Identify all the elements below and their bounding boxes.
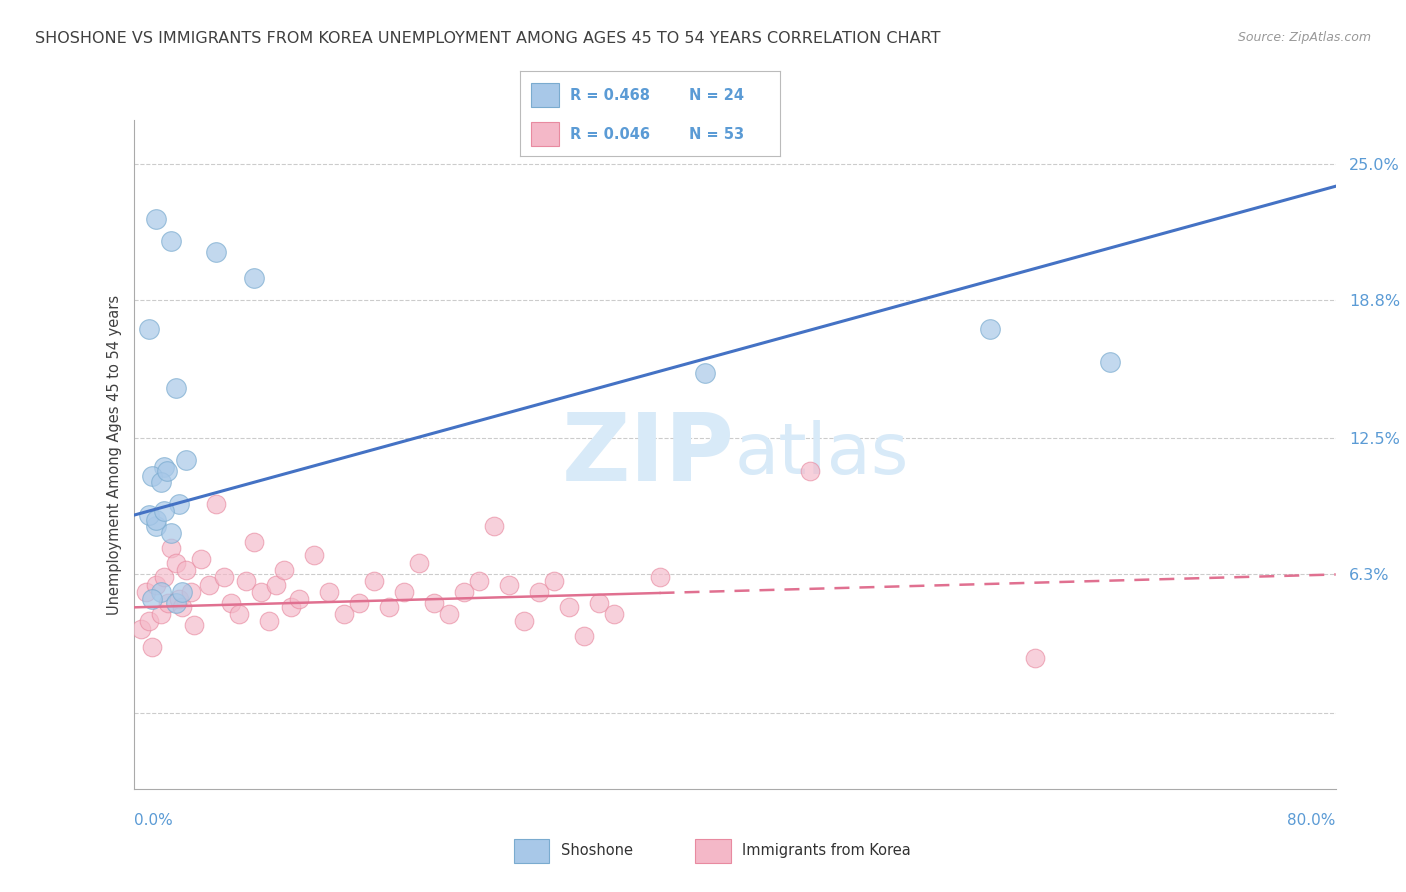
Point (543, 574, 565, 588)
Point (378, 600, 401, 615)
Point (141, 591, 163, 606)
Point (437, 607, 460, 621)
Point (145, 212, 167, 227)
Point (302, 548, 325, 562)
Text: Immigrants from Korea: Immigrants from Korea (742, 843, 911, 857)
Text: 0.0%: 0.0% (134, 814, 173, 828)
Point (212, 569, 235, 583)
Point (408, 557, 430, 571)
Point (574, 629, 596, 643)
Bar (530, 83, 560, 107)
Point (250, 585, 273, 599)
Point (529, 585, 551, 599)
Text: ZIP: ZIP (562, 409, 734, 501)
Point (152, 569, 174, 583)
Point (228, 607, 250, 621)
Point (243, 271, 266, 285)
Text: Source: ZipAtlas.com: Source: ZipAtlas.com (1237, 31, 1371, 45)
Point (174, 563, 197, 577)
Text: atlas: atlas (734, 420, 910, 490)
Point (280, 600, 302, 615)
Point (693, 366, 716, 380)
Point (138, 614, 160, 628)
Point (149, 585, 172, 599)
Point (165, 557, 187, 571)
Point (129, 622, 152, 636)
Point (603, 607, 626, 621)
Bar (515, 838, 550, 863)
Point (152, 504, 174, 518)
Text: 80.0%: 80.0% (1288, 814, 1336, 828)
Point (165, 596, 187, 610)
Point (170, 600, 193, 615)
Point (219, 596, 242, 610)
Text: R = 0.046: R = 0.046 (569, 127, 650, 142)
Point (167, 591, 190, 606)
Point (347, 596, 370, 610)
Point (145, 519, 167, 533)
Point (160, 525, 183, 540)
Point (468, 574, 491, 588)
Point (799, 464, 821, 478)
Point (174, 453, 197, 467)
Point (243, 534, 266, 549)
Point (170, 585, 193, 599)
Point (156, 464, 179, 478)
Text: N = 53: N = 53 (689, 127, 744, 142)
Point (197, 578, 219, 592)
Point (513, 614, 536, 628)
Point (190, 552, 212, 566)
Point (145, 578, 167, 592)
Point (149, 475, 172, 490)
Bar (695, 838, 731, 863)
Text: SHOSHONE VS IMMIGRANTS FROM KOREA UNEMPLOYMENT AMONG AGES 45 TO 54 YEARS CORRELA: SHOSHONE VS IMMIGRANTS FROM KOREA UNEMPL… (35, 31, 941, 46)
Point (266, 578, 288, 592)
Point (135, 585, 157, 599)
Point (318, 585, 340, 599)
Point (160, 234, 183, 248)
Point (160, 541, 183, 556)
Bar (530, 122, 560, 146)
Point (558, 600, 581, 615)
Point (149, 607, 172, 621)
Point (392, 585, 415, 599)
Y-axis label: Unemployment Among Ages 45 to 54 years: Unemployment Among Ages 45 to 54 years (107, 295, 122, 615)
Point (498, 578, 520, 592)
Point (157, 596, 180, 610)
Point (588, 596, 610, 610)
Point (648, 569, 671, 583)
Point (141, 640, 163, 654)
Point (183, 618, 205, 632)
Point (138, 508, 160, 523)
Point (165, 381, 187, 395)
Point (180, 585, 202, 599)
Point (145, 513, 167, 527)
Point (205, 497, 228, 511)
Point (152, 460, 174, 475)
Text: R = 0.468: R = 0.468 (569, 87, 650, 103)
Point (288, 591, 311, 606)
Text: Shoshone: Shoshone (561, 843, 633, 857)
Point (273, 563, 295, 577)
Point (453, 585, 475, 599)
Point (1024, 650, 1046, 665)
Point (363, 574, 385, 588)
Point (167, 497, 190, 511)
Point (257, 614, 280, 628)
Point (423, 596, 446, 610)
Point (141, 468, 163, 483)
Point (235, 574, 257, 588)
Point (1099, 354, 1122, 368)
Point (333, 607, 356, 621)
Text: N = 24: N = 24 (689, 87, 744, 103)
Point (484, 519, 506, 533)
Point (205, 245, 228, 260)
Point (979, 322, 1001, 336)
Point (138, 322, 160, 336)
